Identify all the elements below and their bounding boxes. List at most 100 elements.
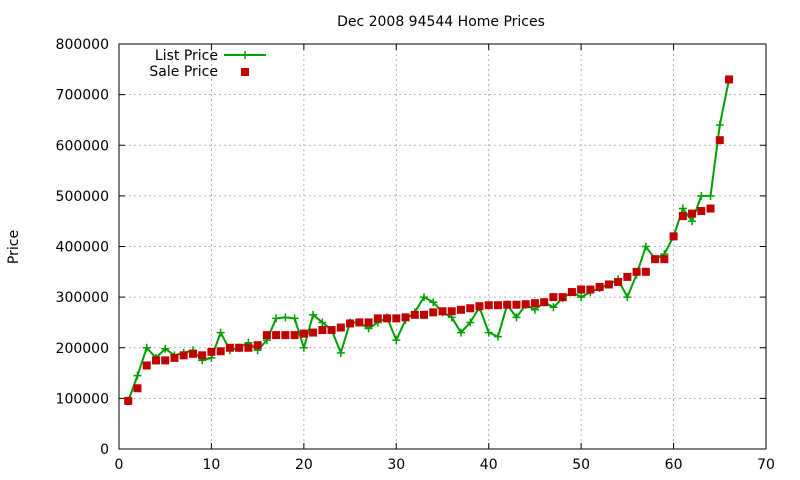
sale-price-point <box>447 307 456 316</box>
sale-price-point <box>725 75 734 84</box>
sale-price-point <box>586 285 595 294</box>
sale-price-point <box>558 293 567 302</box>
sale-price-point <box>188 349 197 358</box>
sale-price-point <box>373 314 382 323</box>
sale-price-point <box>327 326 336 335</box>
x-tick-label: 10 <box>203 457 221 473</box>
sale-price-point <box>614 277 623 286</box>
sale-price-point <box>567 288 576 297</box>
sale-price-point <box>392 314 401 323</box>
sale-price-point <box>142 361 151 370</box>
list-price-point <box>512 313 521 322</box>
x-tick-label: 60 <box>665 457 683 473</box>
list-price-point <box>456 328 465 337</box>
y-tick-label: 700000 <box>56 88 109 104</box>
list-price-point <box>429 298 438 307</box>
sale-price-point <box>262 331 271 340</box>
list-price-point <box>290 314 299 323</box>
list-price-point <box>706 191 715 200</box>
list-price-point <box>299 343 308 352</box>
sale-price-point <box>364 318 373 327</box>
sale-price-point <box>198 351 207 360</box>
sale-price-point <box>290 331 299 340</box>
sale-price-point <box>355 318 364 327</box>
sale-price-point <box>170 353 179 362</box>
sale-price-point <box>484 301 493 310</box>
list-price-point <box>688 217 697 226</box>
sale-price-point <box>207 347 216 356</box>
y-tick-labels: 0 100000 200000 300000 400000 500000 600000 700… <box>56 37 109 458</box>
sale-price-point <box>133 384 142 393</box>
y-tick-label: 400000 <box>56 240 109 256</box>
sale-price-point <box>503 300 512 309</box>
legend-sample-sale-price <box>241 68 249 76</box>
list-price-point <box>466 318 475 327</box>
sale-price-point <box>401 313 410 322</box>
list-price-point <box>142 343 151 352</box>
list-price-point <box>336 348 345 357</box>
sale-price-point <box>318 326 327 335</box>
list-price-point <box>420 293 429 302</box>
y-tick-label: 0 <box>100 442 109 458</box>
x-tick-label: 30 <box>387 457 405 473</box>
sale-price-point <box>595 283 604 291</box>
sale-price-point <box>420 310 429 319</box>
y-tick-label: 500000 <box>56 189 109 205</box>
y-tick-label: 100000 <box>56 391 109 407</box>
sale-price-point <box>475 302 484 311</box>
sale-price-point <box>225 343 234 352</box>
sale-price-point <box>466 304 475 313</box>
y-tick-label: 800000 <box>56 37 109 53</box>
list-price-point <box>678 204 687 213</box>
x-tick-label: 0 <box>115 457 124 473</box>
list-price-point <box>697 191 706 200</box>
sale-price-point <box>660 255 669 264</box>
legend-plus-marker <box>241 51 249 59</box>
list-price-point <box>133 371 142 380</box>
list-price-point <box>549 303 558 312</box>
sale-price-point <box>512 300 521 309</box>
sale-price-point <box>272 331 281 340</box>
data-series <box>124 75 734 405</box>
sale-price-point <box>383 314 392 323</box>
sale-price-point <box>456 305 465 314</box>
x-tick-label: 70 <box>757 457 775 473</box>
sale-price-point <box>179 351 188 360</box>
list-price-point <box>623 293 632 302</box>
sale-price-point <box>669 232 678 241</box>
list-price-point <box>161 344 170 353</box>
y-axis-label: Price <box>6 230 22 264</box>
sale-price-point <box>161 356 170 365</box>
legend-label-sale-price: Sale Price <box>149 64 218 80</box>
sale-price-point <box>346 319 355 328</box>
sale-price-point <box>540 298 549 307</box>
sale-price-point <box>706 204 715 213</box>
sale-price-point <box>216 347 225 356</box>
sale-price-point <box>641 267 650 276</box>
y-tick-label: 600000 <box>56 138 109 154</box>
sale-price-point <box>604 280 613 289</box>
y-tick-label: 200000 <box>56 341 109 357</box>
sale-price-point <box>438 307 447 316</box>
x-tick-label: 50 <box>572 457 590 473</box>
sale-price-point <box>493 301 502 310</box>
sale-price-point <box>235 343 244 352</box>
x-tick-label: 20 <box>295 457 313 473</box>
sale-price-point <box>697 207 706 216</box>
list-price-point <box>493 332 502 341</box>
sale-price-point <box>632 267 641 276</box>
sale-price-point <box>253 341 262 350</box>
list-price-point <box>318 318 327 327</box>
list-price-point <box>281 313 290 322</box>
sale-price-point <box>151 356 160 365</box>
list-price-point <box>641 242 650 251</box>
sale-price-point <box>336 323 345 332</box>
sale-price-point <box>244 343 253 352</box>
sale-price-point <box>124 396 133 405</box>
legend-label-list-price: List Price <box>155 48 218 64</box>
sale-price-point <box>309 328 318 337</box>
list-price-point <box>392 336 401 345</box>
legend-sample-list-price <box>224 51 266 59</box>
sale-price-point <box>429 308 438 317</box>
